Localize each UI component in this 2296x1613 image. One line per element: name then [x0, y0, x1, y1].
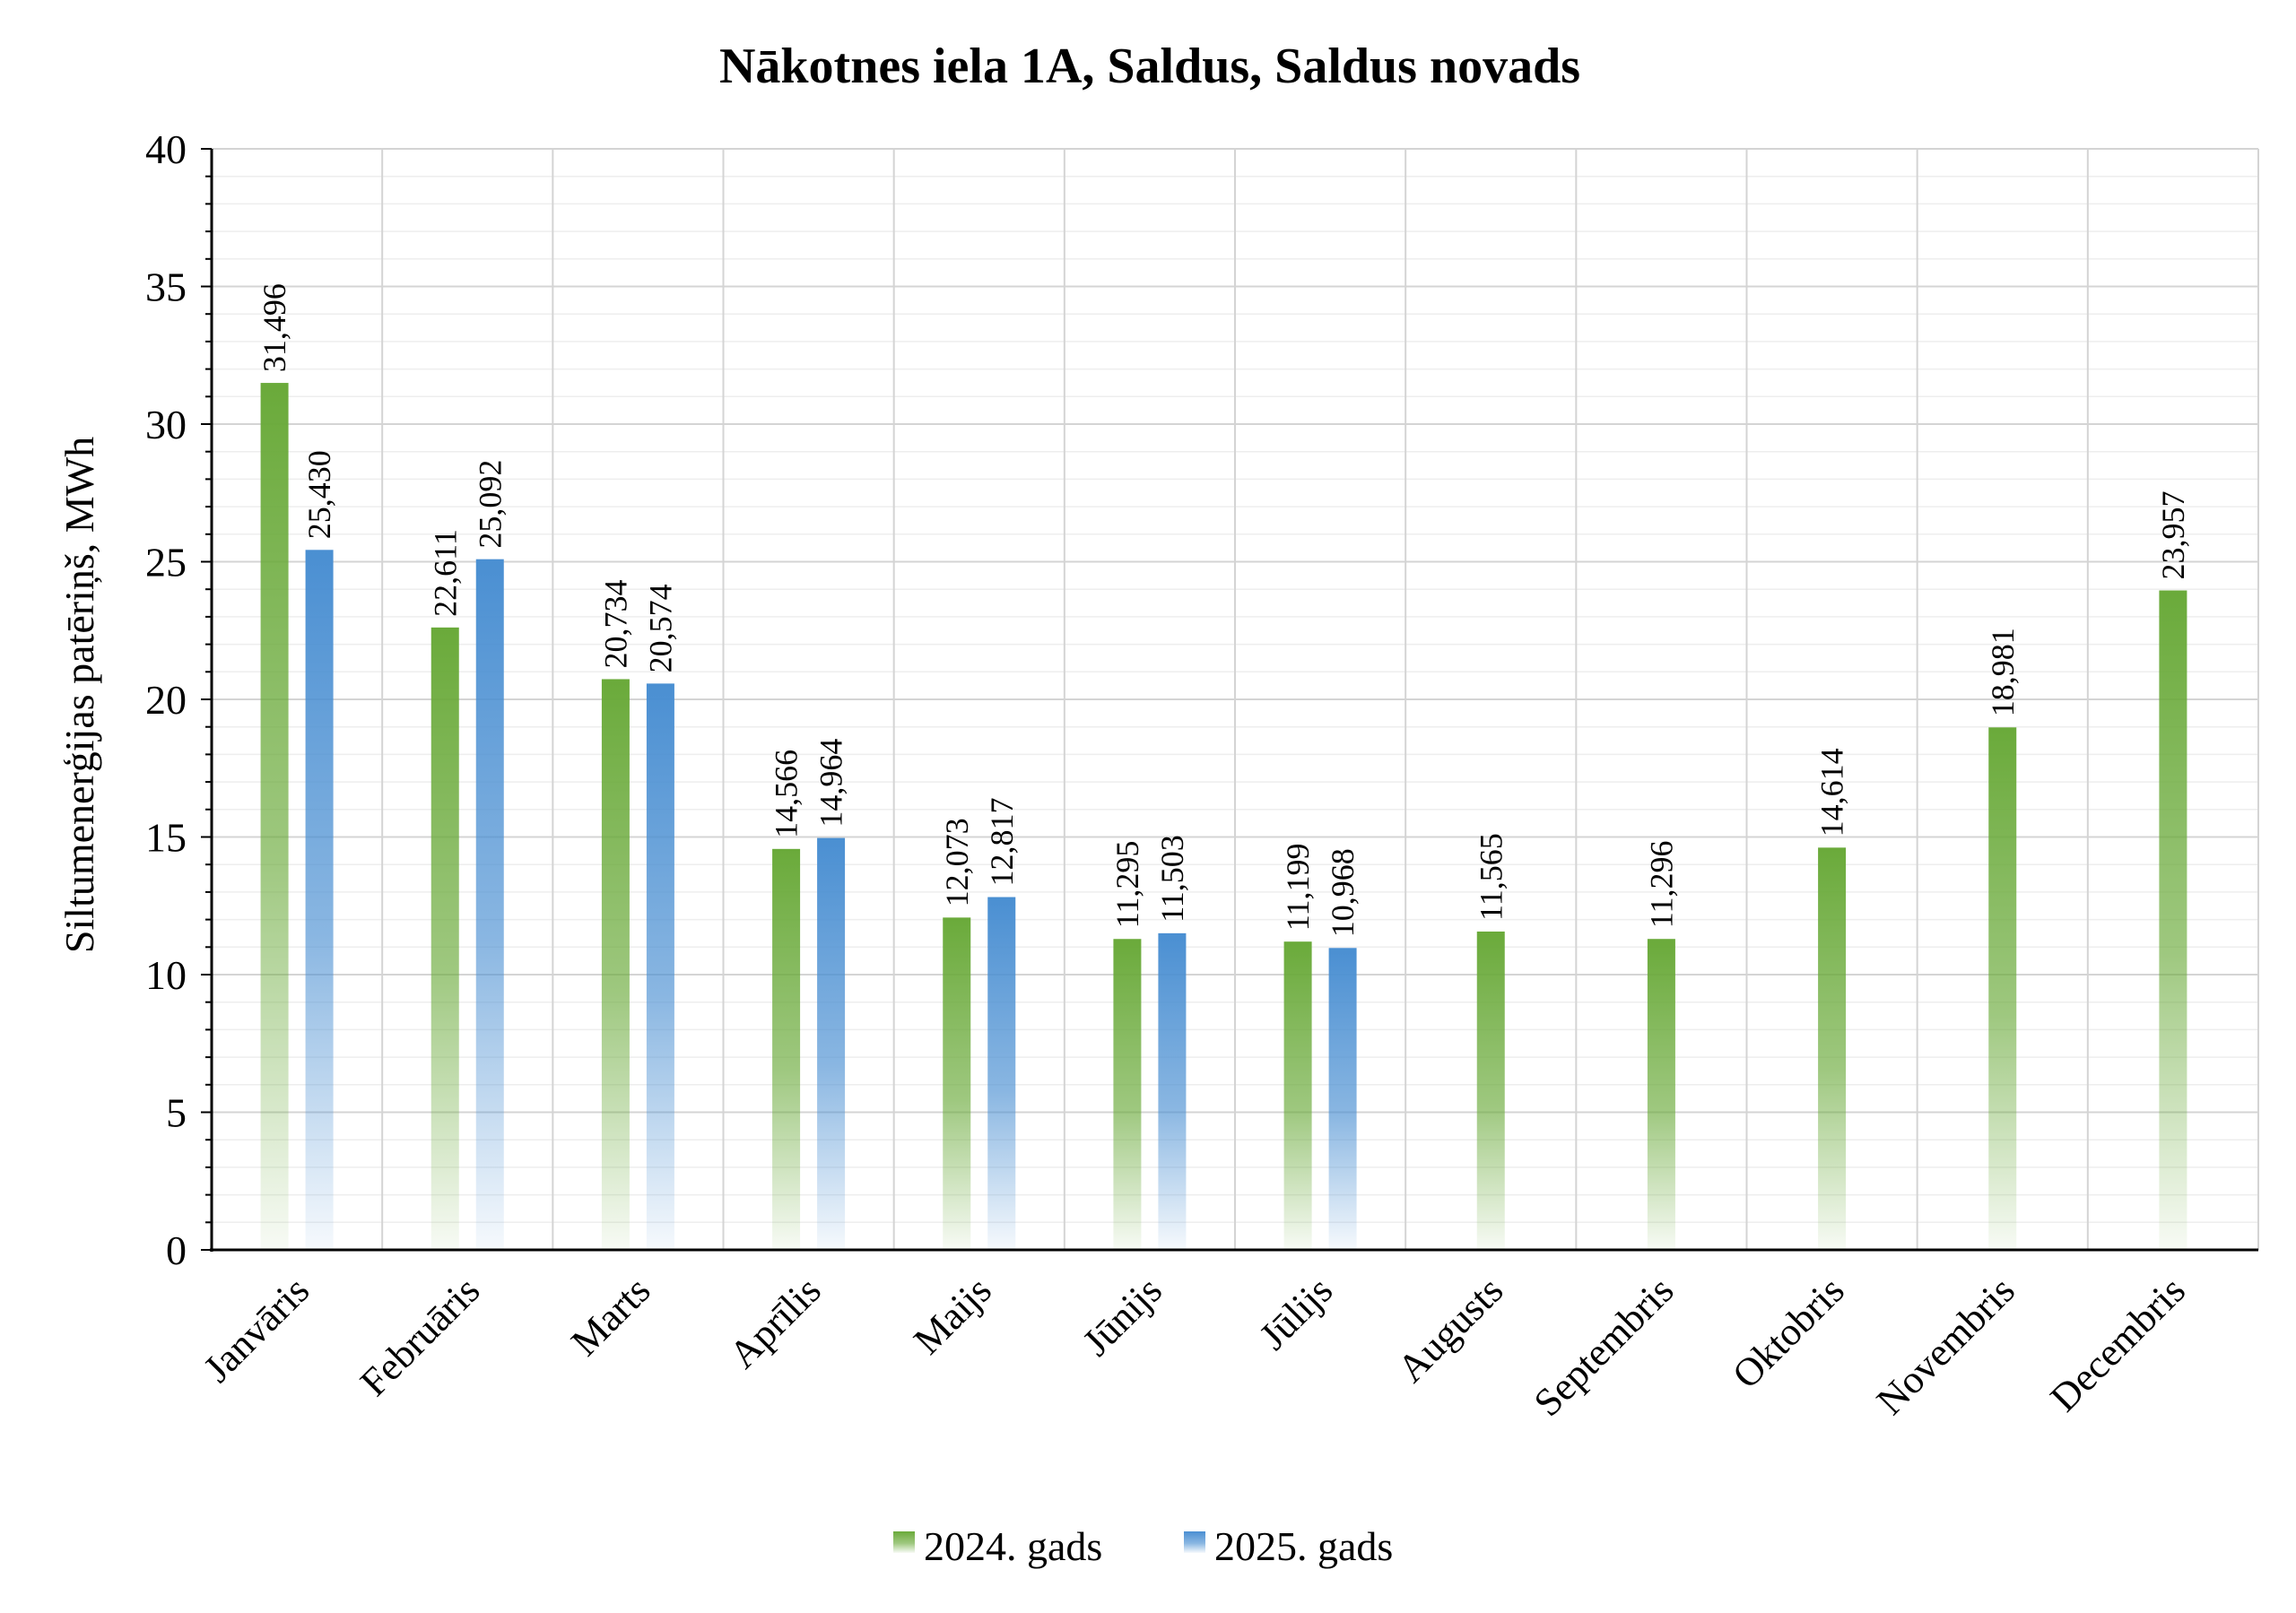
- bar-2024-4: [772, 848, 801, 1250]
- y-tick-label: 15: [145, 815, 187, 861]
- bar-2025-7: [1328, 948, 1357, 1250]
- data-label: 23,957: [2155, 491, 2191, 580]
- data-label: 25,092: [472, 460, 508, 549]
- data-label: 14,566: [769, 750, 804, 838]
- bar-2024-3: [601, 679, 630, 1250]
- x-tick-label: Augusts: [1389, 1268, 1512, 1391]
- x-tick-label: Aprīlis: [721, 1268, 830, 1376]
- bar-2025-1: [305, 550, 334, 1250]
- data-label: 20,574: [642, 584, 678, 672]
- bar-2025-5: [987, 897, 1016, 1250]
- y-axis-title: Siltumenerģijas patēriņš, MWh: [57, 437, 102, 953]
- y-tick-label: 5: [166, 1090, 187, 1136]
- bar-2025-4: [817, 837, 846, 1250]
- x-tick-label: Septembris: [1526, 1268, 1683, 1425]
- bar-2025-2: [475, 559, 504, 1250]
- y-tick-label: 20: [145, 677, 187, 723]
- bar-2024-11: [1988, 727, 2017, 1250]
- data-label: 11,503: [1154, 835, 1190, 923]
- y-tick-label: 10: [145, 952, 187, 998]
- bar-2024-9: [1647, 939, 1675, 1250]
- data-label: 14,614: [1814, 748, 1850, 837]
- data-label: 12,817: [984, 798, 1020, 887]
- axes: 0 5 10 15 20 25 30 35 40: [145, 126, 2258, 1273]
- x-tick-label: Novembris: [1868, 1268, 2023, 1423]
- data-label: 22,611: [427, 529, 463, 617]
- legend-label: 2025. gads: [1214, 1523, 1393, 1569]
- data-label: 12,073: [939, 818, 975, 906]
- bar-2024-7: [1283, 941, 1312, 1250]
- bar-2024-5: [943, 917, 971, 1250]
- data-label: 20,734: [597, 579, 633, 668]
- data-label: 14,964: [813, 739, 849, 828]
- x-tick-label: Decembris: [2042, 1268, 2194, 1419]
- y-tick-label: 35: [145, 264, 187, 310]
- x-tick-label: Oktobris: [1724, 1268, 1853, 1397]
- x-tick-label: Maijs: [905, 1268, 1000, 1363]
- bars: [260, 383, 2187, 1250]
- data-label: 11,296: [1643, 841, 1679, 929]
- legend-swatch: [893, 1531, 915, 1553]
- x-tick-labels: Janvāris Februāris Marts Aprīlis Maijs Jūnijs…: [196, 1268, 2194, 1425]
- data-label: 18,981: [1985, 628, 2021, 716]
- x-tick-label: Jūnijs: [1074, 1268, 1170, 1364]
- chart-title: Nākotnes iela 1A, Saldus, Saldus novads: [719, 39, 1580, 94]
- x-tick-label: Februāris: [352, 1268, 488, 1404]
- data-label: 11,199: [1280, 844, 1316, 932]
- bar-2024-6: [1113, 939, 1142, 1250]
- bar-2024-1: [260, 383, 289, 1250]
- data-label: 11,295: [1109, 841, 1145, 929]
- gridlines: [212, 148, 2259, 1250]
- bar-2025-3: [646, 683, 674, 1250]
- y-tick-label: 0: [166, 1227, 187, 1273]
- bar-2024-8: [1476, 931, 1505, 1250]
- legend: 2024. gads 2025. gads: [893, 1523, 1393, 1569]
- data-label: 11,565: [1473, 833, 1509, 921]
- y-tick-label: 30: [145, 402, 187, 447]
- y-tick-label: 40: [145, 126, 187, 172]
- x-tick-label: Jūlijs: [1251, 1268, 1341, 1357]
- legend-swatch: [1184, 1531, 1205, 1553]
- x-tick-label: Marts: [562, 1268, 658, 1364]
- bar-2025-6: [1158, 932, 1187, 1250]
- bar-2024-10: [1818, 847, 1847, 1250]
- bar-2024-12: [2159, 590, 2187, 1250]
- data-label: 25,430: [301, 450, 337, 539]
- data-label: 31,496: [257, 283, 292, 372]
- bar-2024-2: [430, 627, 459, 1250]
- y-tick-label: 25: [145, 540, 187, 585]
- x-tick-label: Janvāris: [196, 1268, 318, 1391]
- data-label: 10,968: [1325, 848, 1361, 937]
- legend-label: 2024. gads: [924, 1523, 1102, 1569]
